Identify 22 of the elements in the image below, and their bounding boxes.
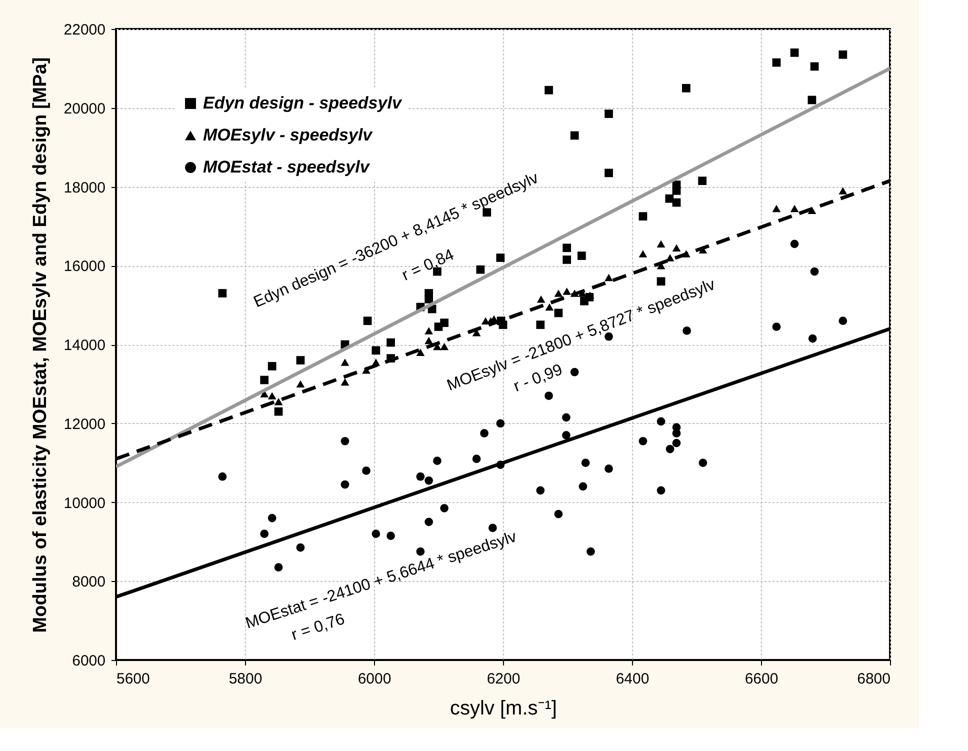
- x-tick-label: 6600: [744, 670, 778, 688]
- x-tick-label: 6800: [857, 670, 890, 688]
- x-tick-label: 6000: [358, 670, 392, 688]
- y-tick-label: 20000: [64, 100, 106, 118]
- y-axis-title: Modulus of elasticity MOEstat, MOEsylv and Edyn design [MPa]: [30, 57, 51, 633]
- y-tick-label: 16000: [64, 258, 106, 276]
- y-tick-label: 14000: [64, 337, 106, 354]
- x-tick-label: 5800: [228, 670, 262, 688]
- y-tick-label: 8000: [72, 574, 106, 591]
- annotation: r = 0,84: [400, 246, 457, 284]
- x-tick-label: 6200: [486, 670, 520, 688]
- x-axis-title: csylv [m.s⁻¹]: [450, 698, 557, 720]
- legend-label: MOEstat - speedsylv: [203, 158, 371, 176]
- y-tick-label: 18000: [64, 179, 106, 196]
- y-tick-label: 12000: [64, 416, 106, 433]
- y-tick-label: 22000: [64, 22, 106, 38]
- x-tick-label: 6400: [616, 670, 650, 688]
- x-tick-label: 5600: [116, 670, 150, 688]
- legend-label: Edyn design - speedsylv: [203, 94, 403, 112]
- legend-label: MOEsylv - speedsylv: [203, 126, 374, 144]
- y-tick-label: 6000: [72, 652, 106, 670]
- y-tick-label: 10000: [64, 494, 106, 512]
